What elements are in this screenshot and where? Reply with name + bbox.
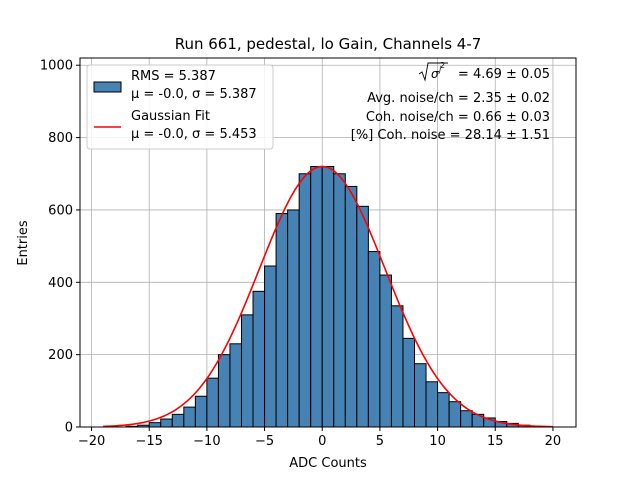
x-tick-label: 5 xyxy=(376,434,384,449)
annotation-sqrt-sigma: = 4.69 ± 0.05 xyxy=(458,67,550,82)
histogram-bar xyxy=(402,337,416,428)
plot-frame xyxy=(79,57,577,428)
legend-fit-stats: μ = -0.0, σ = 5.453 xyxy=(131,127,257,142)
histogram-bar xyxy=(321,166,335,428)
x-tick-label: 10 xyxy=(429,434,446,449)
histogram-bar xyxy=(310,166,323,428)
histogram-bar xyxy=(367,251,381,428)
gaussian-fit-line xyxy=(103,165,553,428)
histogram-bars xyxy=(125,166,542,428)
histogram-bar xyxy=(240,314,254,428)
legend-histogram-label: RMS = 5.387 xyxy=(131,69,216,84)
y-tick-label: 1000 xyxy=(40,59,73,74)
histogram-bar xyxy=(171,413,185,428)
y-axis-label: Entries xyxy=(16,220,31,266)
histogram-bar xyxy=(333,173,346,428)
x-tick-label: −20 xyxy=(78,434,105,449)
legend-fit-label: Gaussian Fit xyxy=(131,109,210,124)
histogram-bar xyxy=(252,290,266,428)
histogram-bar xyxy=(206,377,219,428)
histogram-bar xyxy=(160,418,173,428)
svg-text:σ: σ xyxy=(431,67,439,81)
y-tick-label: 800 xyxy=(48,131,73,146)
histogram-bar xyxy=(414,363,427,428)
histogram-bar xyxy=(194,395,208,428)
legend: RMS = 5.387 μ = -0.0, σ = 5.387 Gaussian… xyxy=(86,64,274,150)
histogram-bar xyxy=(298,173,312,428)
annotation-avg-noise: Avg. noise/ch = 2.35 ± 0.02 xyxy=(367,91,550,106)
noise-annotations: σ j 2 = 4.69 ± 0.05 Avg. noise/ch = 2.35… xyxy=(351,61,550,143)
histogram-bar xyxy=(356,205,369,428)
legend-histogram-stats: μ = -0.0, σ = 5.387 xyxy=(131,87,257,102)
svg-text:2: 2 xyxy=(440,61,445,70)
histogram-bar xyxy=(448,401,462,428)
chart-title: Run 661, pedestal, lo Gain, Channels 4-7 xyxy=(175,35,482,53)
histogram-bar xyxy=(148,422,162,428)
legend-box xyxy=(86,64,274,150)
sqrt-sigma-symbol: σ j 2 xyxy=(418,61,448,82)
histogram-bar xyxy=(275,213,289,428)
annotation-coh-noise: Coh. noise/ch = 0.66 ± 0.03 xyxy=(366,110,550,125)
y-tick-label: 200 xyxy=(48,348,73,363)
annotation-coh-noise-percent: [%] Coh. noise = 28.14 ± 1.51 xyxy=(351,128,550,143)
histogram-bar xyxy=(287,209,300,428)
x-tick-label: 15 xyxy=(487,434,504,449)
svg-text:j: j xyxy=(438,65,442,74)
x-tick-label: 20 xyxy=(545,434,562,449)
histogram-bar xyxy=(437,392,450,428)
histogram-bar xyxy=(264,265,277,428)
histogram-bar xyxy=(183,406,196,428)
y-tick-label: 0 xyxy=(65,421,73,436)
y-tick-label: 600 xyxy=(48,203,73,218)
x-tick-label: −10 xyxy=(193,434,220,449)
y-tick-label: 400 xyxy=(48,276,73,291)
histogram-bar xyxy=(217,354,231,428)
histogram-bar xyxy=(229,343,242,428)
y-axis-ticks: 0 200 400 600 800 1000 xyxy=(40,59,80,436)
histogram-bar xyxy=(425,381,439,428)
histogram-bar xyxy=(344,185,358,428)
x-axis-ticks: −20 −15 −10 −5 0 5 10 15 20 xyxy=(78,427,561,449)
x-tick-label: −15 xyxy=(135,434,162,449)
histogram-bar xyxy=(460,410,473,428)
histogram-bar xyxy=(379,274,392,428)
x-tick-label: 0 xyxy=(318,434,326,449)
gaussian-fit-curve xyxy=(103,165,553,428)
histogram-bar xyxy=(390,305,404,428)
x-axis-label: ADC Counts xyxy=(289,456,367,471)
legend-histogram-swatch xyxy=(93,81,122,93)
x-tick-label: −5 xyxy=(255,434,274,449)
